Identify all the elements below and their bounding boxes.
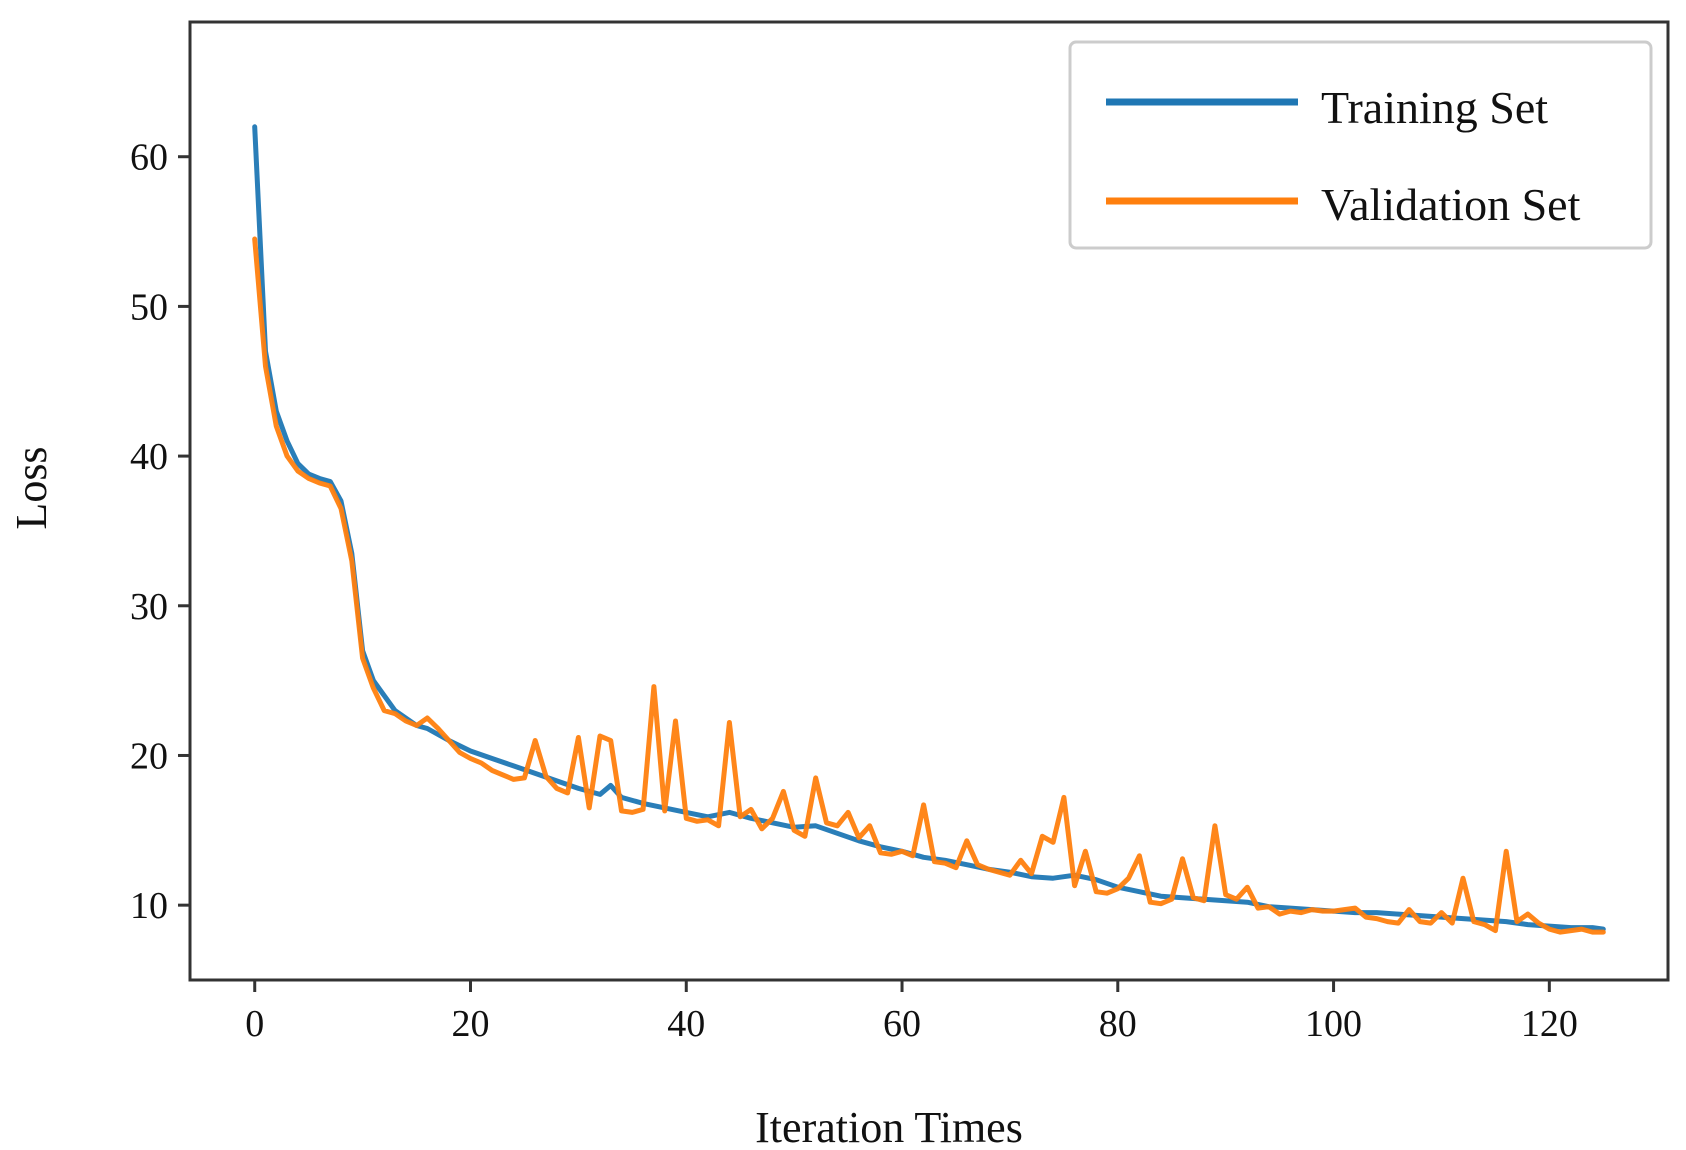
y-tick-label: 50 [130, 286, 168, 328]
x-axis: 0 20 40 60 80 100 120 [245, 980, 1578, 1045]
y-tick-label: 20 [130, 735, 168, 777]
y-axis: 10 20 30 40 50 60 [130, 137, 190, 927]
x-tick-label: 100 [1305, 1003, 1362, 1045]
legend: Training Set Validation Set [1068, 40, 1653, 250]
y-tick-label: 10 [130, 885, 168, 927]
series-layer [252, 124, 1606, 935]
x-tick-label: 40 [667, 1003, 705, 1045]
legend-label-validation: Validation Set [1321, 179, 1581, 230]
legend-label-training: Training Set [1321, 82, 1548, 133]
y-tick-label: 40 [130, 436, 168, 478]
x-tick-label: 80 [1099, 1003, 1137, 1045]
y-tick-label: 60 [130, 137, 168, 179]
x-tick-label: 20 [451, 1003, 489, 1045]
plot-frame [188, 20, 1670, 982]
y-axis-title: Loss [7, 446, 56, 529]
legend-box [1068, 40, 1653, 250]
training-set-line [252, 124, 1606, 932]
validation-set-line [252, 236, 1606, 935]
y-tick-label: 30 [130, 586, 168, 628]
x-tick-label: 120 [1521, 1003, 1578, 1045]
x-tick-label: 0 [245, 1003, 264, 1045]
x-axis-title: Iteration Times [755, 1103, 1023, 1150]
x-tick-label: 60 [883, 1003, 921, 1045]
